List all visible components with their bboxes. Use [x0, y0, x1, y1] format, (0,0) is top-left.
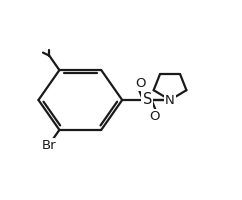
Text: O: O — [135, 77, 146, 90]
Text: S: S — [143, 92, 152, 108]
Text: N: N — [165, 94, 175, 107]
Text: Br: Br — [41, 139, 56, 152]
Text: O: O — [149, 110, 159, 123]
